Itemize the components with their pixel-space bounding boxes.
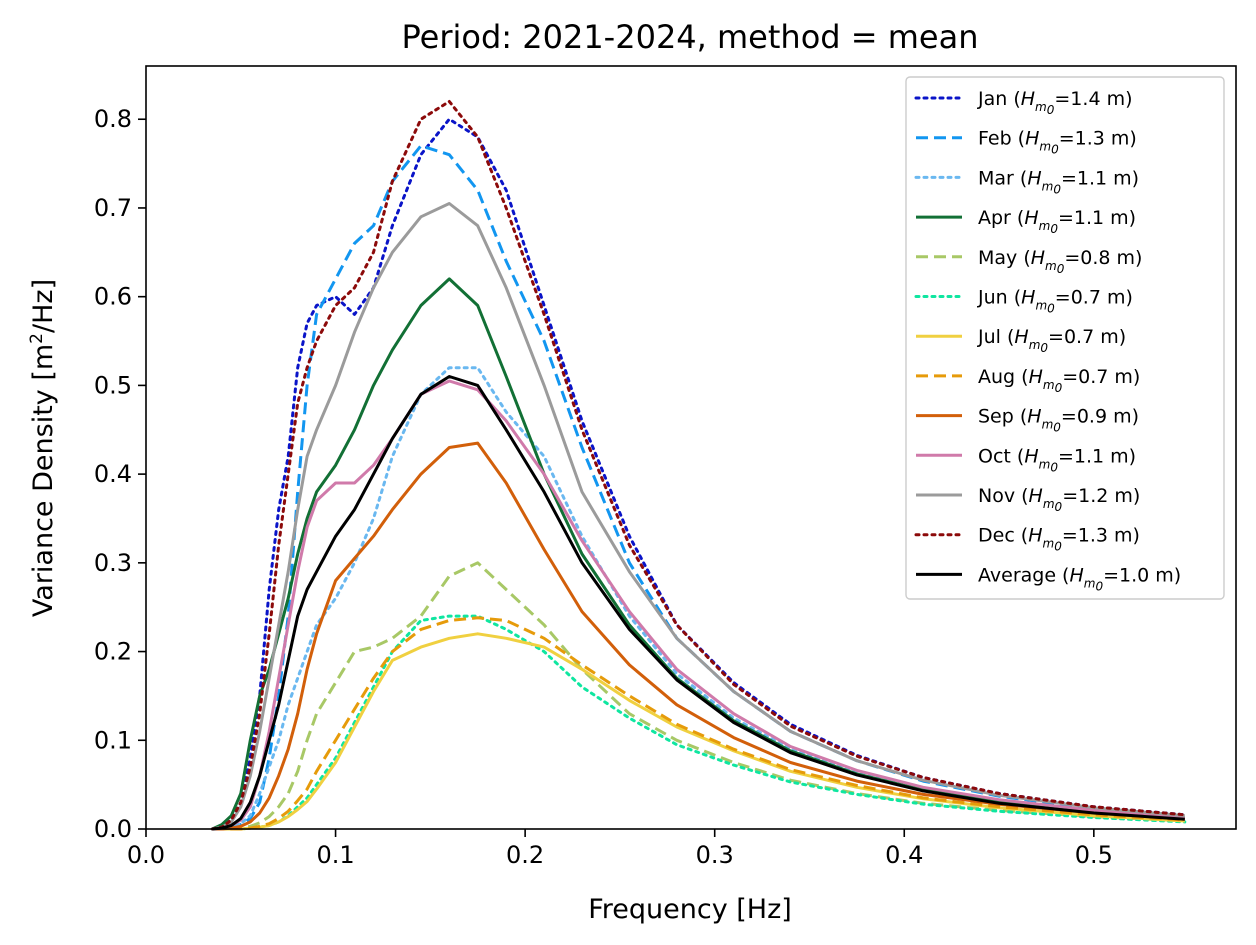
series-line-sep	[212, 441, 1185, 831]
y-tick-label: 0.1	[94, 726, 132, 754]
x-axis-label: Frequency [Hz]	[588, 894, 792, 925]
y-axis-label-tail: /Hz]	[28, 279, 59, 333]
y-axis-label-main: Variance Density [m	[28, 344, 59, 617]
y-tick-label: 0.2	[94, 638, 132, 666]
x-tick-label: 0.4	[885, 841, 923, 869]
x-tick-label: 0.5	[1075, 841, 1113, 869]
legend-label-sep: Sep (Hm0=0.9 m)	[978, 406, 1139, 435]
x-tick-label: 0.0	[127, 841, 165, 869]
y-axis-label: Variance Density [m2/Hz]	[27, 279, 59, 617]
y-axis-label-sup: 2	[27, 333, 47, 344]
legend-label-may: May (Hm0=0.8 m)	[978, 247, 1142, 276]
series-line-may	[212, 561, 1185, 831]
legend-label-oct: Oct (Hm0=1.1 m)	[978, 445, 1136, 474]
legend-label-apr: Apr (Hm0=1.1 m)	[978, 207, 1136, 236]
series-line-nov	[212, 202, 1185, 831]
series-line-jan	[210, 117, 1187, 831]
series-line-dec	[210, 100, 1187, 831]
plot-frame	[145, 65, 1237, 830]
legend-label-dec: Dec (Hm0=1.3 m)	[978, 525, 1140, 554]
axes: 0.0 0.1 0.2 0.3 0.4 0.5 0.0 0.1 0.2 0.3 0.4 0.5 0.6 0…	[94, 65, 1237, 869]
legend-label-jun: Jun (Hm0=0.7 m)	[977, 287, 1133, 316]
x-tick-label: 0.2	[506, 841, 544, 869]
legend-label-average: Average (Hm0=1.0 m)	[978, 564, 1181, 593]
y-tick-label: 0.3	[94, 549, 132, 577]
y-tick-label: 0.4	[94, 460, 132, 488]
legend-label-jan: Jan (Hm0=1.4 m)	[977, 88, 1133, 117]
y-tick-label: 0.7	[94, 194, 132, 222]
series-line-aug	[212, 616, 1185, 831]
series-line-mar	[210, 366, 1187, 831]
x-tick-label: 0.3	[696, 841, 734, 869]
x-tick-label: 0.1	[316, 841, 354, 869]
legend-label-aug: Aug (Hm0=0.7 m)	[978, 366, 1140, 395]
plot-area	[210, 100, 1187, 831]
legend: Jan (Hm0=1.4 m) Feb (Hm0=1.3 m) Mar (Hm0=1…	[905, 76, 1225, 600]
y-tick-label: 0.0	[94, 815, 132, 843]
y-tick-label: 0.5	[94, 371, 132, 399]
y-tick-label: 0.6	[94, 283, 132, 311]
legend-label-mar: Mar (Hm0=1.1 m)	[978, 167, 1139, 196]
series-line-average	[212, 375, 1185, 831]
legend-label-nov: Nov (Hm0=1.2 m)	[978, 485, 1140, 514]
y-tick-label: 0.8	[94, 105, 132, 133]
chart-title: Period: 2021-2024, method = mean	[402, 18, 979, 56]
legend-label-feb: Feb (Hm0=1.3 m)	[978, 128, 1137, 157]
series-line-apr	[211, 277, 1185, 831]
legend-box	[905, 76, 1225, 600]
legend-label-jul: Jul (Hm0=0.7 m)	[977, 326, 1126, 355]
